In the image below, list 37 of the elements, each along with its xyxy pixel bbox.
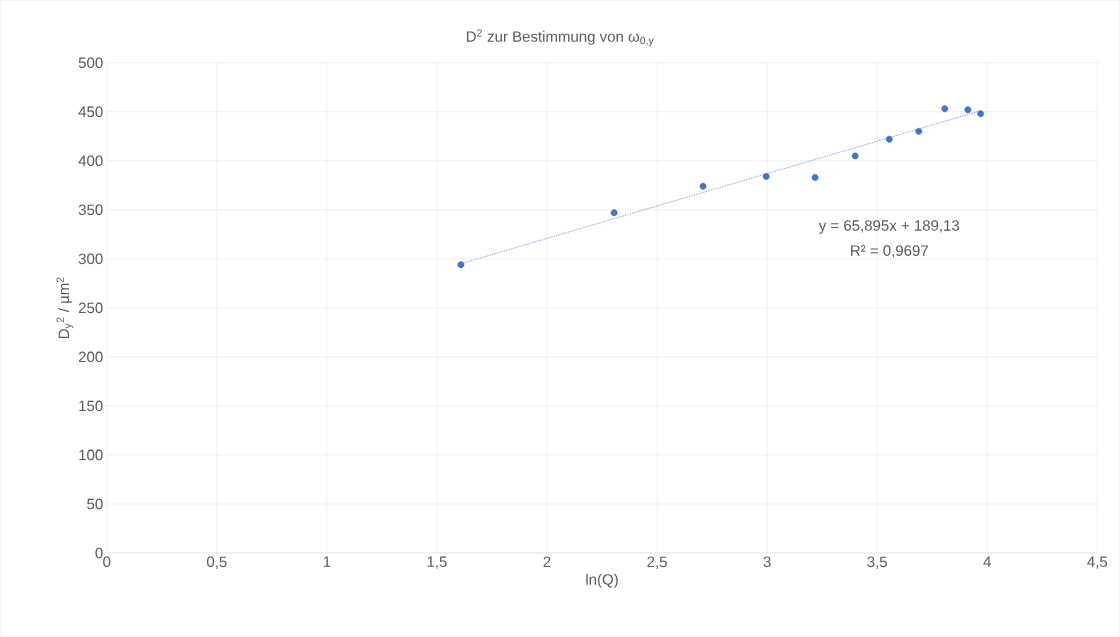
annotation: y = 65,895x + 189,13 bbox=[818, 220, 960, 234]
annotation: R² = 0,9697 bbox=[851, 245, 928, 258]
point bbox=[851, 152, 859, 160]
x-tick-label: 1 bbox=[323, 556, 331, 567]
x-tick-label: 0,5 bbox=[206, 556, 227, 570]
y-tick-label: 100 bbox=[79, 449, 103, 461]
chart-title: D$^{2}$ zur Bestimmung von ω$_{0,y}$ bbox=[466, 29, 654, 47]
x-tick-label: 1,5 bbox=[427, 556, 447, 569]
y-tick-label: 250 bbox=[78, 302, 103, 314]
point bbox=[457, 261, 465, 269]
y-tick-label: 0 bbox=[95, 547, 103, 559]
point bbox=[699, 183, 707, 190]
y-axis-title: D$_{y}$$^{2}$ / µm$^{2}$ bbox=[56, 277, 74, 339]
y-tick-label: 150 bbox=[79, 400, 103, 412]
y-tick-label: 500 bbox=[78, 57, 103, 69]
y-tick-label: 450 bbox=[78, 106, 103, 118]
point bbox=[977, 110, 985, 118]
x-tick-label: 2,5 bbox=[647, 556, 667, 570]
x-tick-label: 3 bbox=[763, 556, 771, 568]
x-axis-title: ln(Q) bbox=[586, 573, 618, 588]
y-tick-label: 350 bbox=[78, 204, 103, 216]
x-tick-label: 4 bbox=[983, 556, 991, 567]
point bbox=[941, 105, 949, 113]
x-tick-label: 3,5 bbox=[867, 556, 887, 570]
y-tick-label: 200 bbox=[78, 351, 103, 363]
x-tick-label: 0 bbox=[103, 556, 111, 568]
point bbox=[811, 174, 819, 181]
x-tick-label: 2 bbox=[543, 556, 551, 568]
y-tick-label: 400 bbox=[78, 155, 103, 167]
point bbox=[885, 135, 893, 143]
point bbox=[915, 128, 923, 135]
x-tick-label: 4,5 bbox=[1087, 556, 1108, 569]
y-tick-label: 300 bbox=[78, 253, 103, 265]
y-tick-label: 50 bbox=[87, 498, 103, 510]
point bbox=[610, 209, 618, 217]
point bbox=[762, 173, 770, 180]
point bbox=[964, 106, 972, 114]
